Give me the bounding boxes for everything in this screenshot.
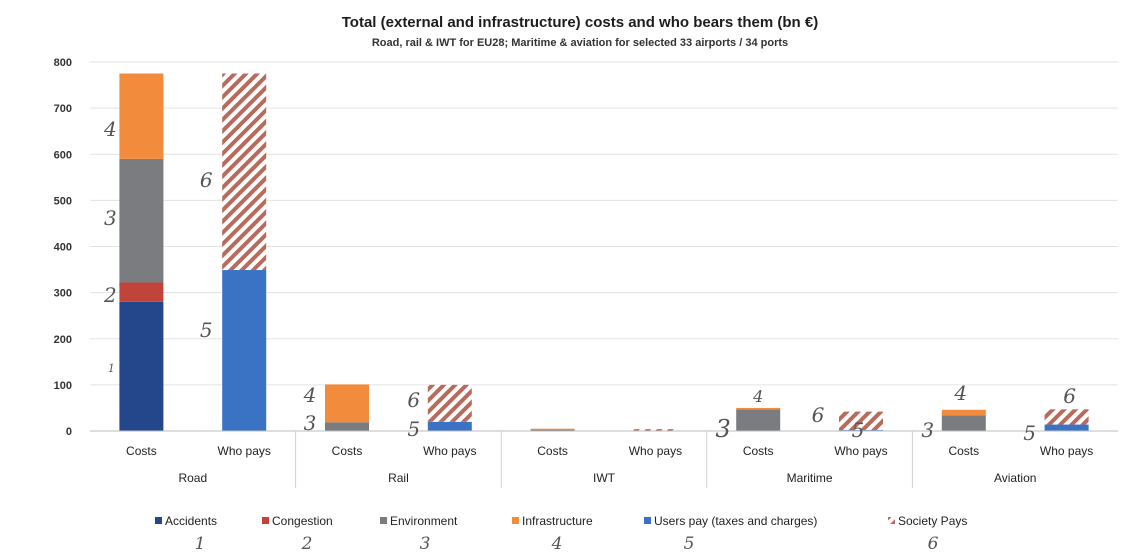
y-tick-label: 400	[54, 242, 72, 254]
bar-segment-environment	[119, 158, 164, 283]
x-tick-label: Costs	[948, 444, 979, 458]
bar-segment-infrastructure	[530, 428, 575, 430]
x-tick-label: Costs	[537, 444, 568, 458]
bar-segment-environment	[530, 429, 575, 431]
bar-segment-society-pays	[222, 73, 267, 271]
bar-segment-users-pay	[1044, 424, 1089, 431]
legend-number-annotation: 1	[195, 534, 206, 552]
legend-number-annotation: 4	[551, 534, 563, 552]
x-tick-label: Costs	[126, 444, 157, 458]
legend-label: Infrastructure	[522, 514, 593, 528]
group-label: Aviation	[994, 471, 1036, 485]
bar-segment-accidents	[119, 301, 164, 431]
annotation-number: 2	[103, 283, 117, 307]
y-axis: 0 100 200 300 400 500 600 700 800	[54, 57, 72, 438]
y-tick-label: 500	[54, 195, 72, 207]
x-tick-label: Who pays	[629, 444, 682, 458]
bar-segment-environment	[325, 422, 369, 431]
bar-segment-users-pay	[427, 421, 472, 431]
group-label: IWT	[593, 471, 616, 485]
bar-segment-infrastructure	[736, 407, 781, 410]
x-tick-label: Who pays	[1040, 444, 1093, 458]
annotation-number: 3	[304, 411, 317, 435]
y-tick-label: 300	[54, 288, 72, 300]
y-tick-label: 800	[54, 57, 72, 69]
bar-segment-infrastructure	[119, 73, 164, 159]
x-tick-label: Who pays	[834, 444, 887, 458]
chart-subtitle: Road, rail & IWT for EU28; Maritime & av…	[372, 37, 788, 49]
bar-segment-society-pays	[633, 429, 678, 431]
legend-swatch	[512, 517, 519, 524]
annotation-number: 5	[1023, 421, 1036, 445]
y-tick-label: 600	[54, 149, 72, 161]
bar-segment-users-pay	[222, 270, 267, 431]
legend-number-annotation: 2	[301, 534, 313, 552]
annotation-number: 4	[752, 387, 763, 406]
bar-segment-society-pays	[427, 384, 472, 422]
bar-segment-infrastructure	[325, 384, 369, 423]
annotation-number: 6	[200, 168, 213, 192]
annotation-number: 5	[852, 418, 865, 442]
annotation-number: 5	[407, 417, 420, 441]
annotation-number: 4	[103, 117, 117, 141]
legend-number-annotation: 3	[420, 534, 431, 552]
legend-swatch	[644, 517, 651, 524]
legend-label: Society Pays	[898, 514, 967, 528]
legend-swatch	[888, 517, 895, 524]
bars	[119, 73, 1089, 432]
annotation-number: 4	[303, 383, 317, 407]
chart-title: Total (external and infrastructure) cost…	[342, 14, 818, 31]
bar-segment-society-pays	[1044, 409, 1089, 425]
group-label: Road	[178, 471, 207, 485]
group-label: Rail	[388, 471, 409, 485]
legend-number-annotation: 6	[928, 534, 939, 552]
group-label: Maritime	[787, 471, 833, 485]
legend-label: Users pay (taxes and charges)	[654, 514, 817, 528]
x-tick-label: Who pays	[218, 444, 271, 458]
bar-segment-congestion	[119, 282, 164, 302]
y-tick-label: 100	[54, 380, 72, 392]
bar-segment-environment	[736, 409, 781, 431]
x-axis: Costs Who pays Road Costs Who pays Rail Costs W…	[90, 430, 1118, 488]
y-tick-label: 200	[54, 334, 72, 346]
x-tick-label: Costs	[743, 444, 774, 458]
annotation-number: 6	[407, 388, 420, 412]
bar-segment-environment	[941, 415, 986, 431]
y-tick-label: 700	[54, 103, 72, 115]
legend-label: Environment	[390, 514, 458, 528]
legend-swatch	[155, 517, 162, 524]
bar-segment-society-pays	[839, 411, 883, 431]
annotation-number: 5	[200, 318, 213, 342]
legend-swatch	[262, 517, 269, 524]
annotation-number: 6	[812, 403, 825, 427]
annotation-number: 4	[953, 381, 967, 405]
x-tick-label: Costs	[332, 444, 363, 458]
x-tick-label: Who pays	[423, 444, 476, 458]
legend-swatch	[380, 517, 387, 524]
bar-segment-infrastructure	[941, 409, 986, 416]
legend-number-annotation: 5	[684, 534, 695, 552]
annotation-number: 6	[1063, 384, 1076, 408]
legend-label: Congestion	[272, 514, 333, 528]
legend-label: Accidents	[165, 514, 217, 528]
annotation-number: 1	[108, 362, 115, 375]
legend: Accidents 1 Congestion 2 Environment 3 Infrast…	[155, 514, 967, 552]
annotation-number: 3	[104, 206, 117, 230]
annotation-number: 3	[921, 418, 934, 442]
annotation-number: 3	[716, 415, 731, 443]
y-tick-label: 0	[66, 426, 72, 438]
